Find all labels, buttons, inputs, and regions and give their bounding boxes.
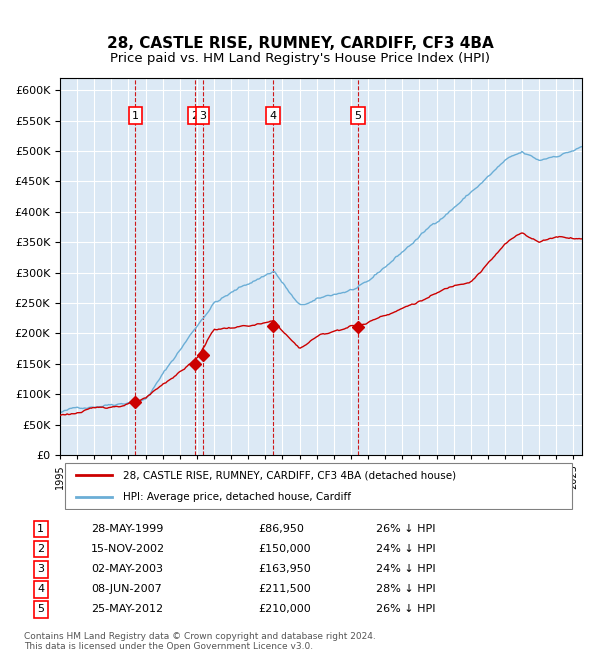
Text: HPI: Average price, detached house, Cardiff: HPI: Average price, detached house, Card…	[122, 491, 350, 502]
Text: 5: 5	[354, 111, 361, 121]
Text: 2: 2	[191, 111, 198, 121]
Text: 25-MAY-2012: 25-MAY-2012	[91, 604, 163, 614]
Text: 28% ↓ HPI: 28% ↓ HPI	[376, 584, 435, 594]
Text: 02-MAY-2003: 02-MAY-2003	[91, 564, 163, 574]
Text: £210,000: £210,000	[259, 604, 311, 614]
Text: £211,500: £211,500	[259, 584, 311, 594]
Text: £150,000: £150,000	[259, 544, 311, 554]
Text: 15-NOV-2002: 15-NOV-2002	[91, 544, 165, 554]
FancyBboxPatch shape	[65, 463, 572, 510]
Text: 3: 3	[199, 111, 206, 121]
Text: 24% ↓ HPI: 24% ↓ HPI	[376, 544, 435, 554]
Text: 28, CASTLE RISE, RUMNEY, CARDIFF, CF3 4BA (detached house): 28, CASTLE RISE, RUMNEY, CARDIFF, CF3 4B…	[122, 470, 456, 480]
Text: 1: 1	[132, 111, 139, 121]
Text: 28-MAY-1999: 28-MAY-1999	[91, 524, 163, 534]
Text: 5: 5	[37, 604, 44, 614]
Text: 28, CASTLE RISE, RUMNEY, CARDIFF, CF3 4BA: 28, CASTLE RISE, RUMNEY, CARDIFF, CF3 4B…	[107, 36, 493, 51]
Text: 2: 2	[37, 544, 44, 554]
Text: 1: 1	[37, 524, 44, 534]
Text: 08-JUN-2007: 08-JUN-2007	[91, 584, 162, 594]
Text: 26% ↓ HPI: 26% ↓ HPI	[376, 524, 435, 534]
Text: £163,950: £163,950	[259, 564, 311, 574]
Text: 24% ↓ HPI: 24% ↓ HPI	[376, 564, 435, 574]
Text: 4: 4	[37, 584, 44, 594]
Text: 3: 3	[37, 564, 44, 574]
Text: Contains HM Land Registry data © Crown copyright and database right 2024.
This d: Contains HM Land Registry data © Crown c…	[24, 632, 376, 650]
Text: Price paid vs. HM Land Registry's House Price Index (HPI): Price paid vs. HM Land Registry's House …	[110, 52, 490, 65]
Text: 4: 4	[269, 111, 277, 121]
Text: 26% ↓ HPI: 26% ↓ HPI	[376, 604, 435, 614]
Text: £86,950: £86,950	[259, 524, 304, 534]
